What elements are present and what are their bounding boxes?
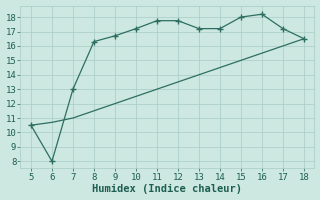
X-axis label: Humidex (Indice chaleur): Humidex (Indice chaleur): [92, 184, 243, 194]
